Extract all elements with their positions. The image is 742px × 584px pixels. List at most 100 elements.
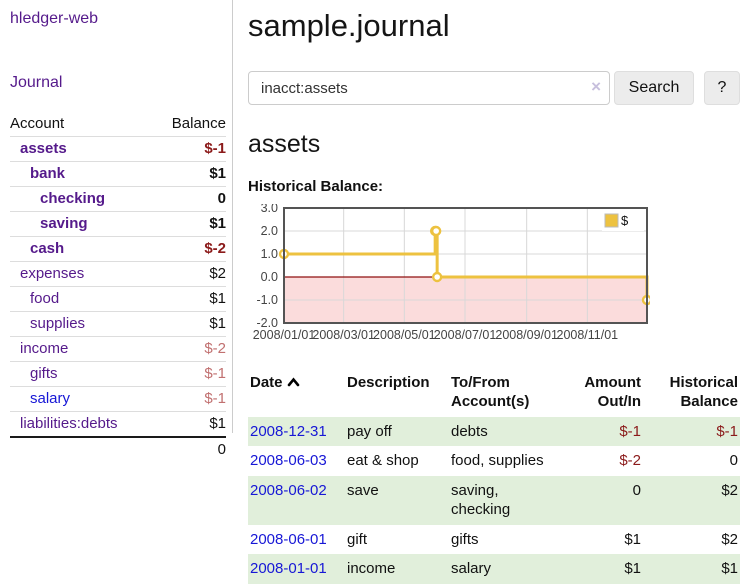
svg-text:1.0: 1.0: [261, 247, 278, 261]
register-header-historical-balance: Historical Balance: [669, 374, 738, 410]
svg-text:3.0: 3.0: [261, 204, 278, 215]
account-balance: $2: [153, 261, 226, 287]
sidebar-account-assets[interactable]: assets: [20, 140, 67, 157]
register-cell-accounts: salary: [451, 560, 492, 577]
account-row: expenses $2: [10, 261, 226, 287]
account-balance: $1: [153, 411, 226, 438]
app-title-link[interactable]: hledger-web: [10, 10, 99, 27]
account-row: food $1: [10, 286, 226, 312]
sidebar-account-supplies[interactable]: supplies: [30, 315, 86, 332]
account-balance: $-2: [153, 236, 226, 262]
sidebar-account-income[interactable]: income: [20, 340, 69, 357]
accounts-total-row: 0: [10, 436, 226, 462]
sidebar-account-expenses[interactable]: expenses: [20, 265, 85, 282]
register-cell-amount: $-1: [619, 422, 641, 440]
account-row: saving $1: [10, 211, 226, 237]
register-cell-accounts: debts: [451, 422, 488, 440]
search-bar: × Search ?: [248, 71, 740, 105]
account-row: gifts $-1: [10, 361, 226, 387]
account-row: income $-2: [10, 336, 226, 362]
register-row: 2008-06-01 gift gifts $1 $2: [248, 525, 740, 555]
sidebar-account-cash[interactable]: cash: [30, 240, 65, 257]
account-balance: $-1: [153, 386, 226, 412]
account-balance: $-1: [153, 361, 226, 387]
sidebar-account-salary[interactable]: salary: [30, 390, 71, 407]
register-header-description: Description: [347, 374, 430, 391]
sidebar-account-gifts[interactable]: gifts: [30, 365, 58, 382]
register-cell-accounts: gifts: [451, 530, 479, 548]
account-balance: 0: [153, 186, 226, 212]
account-balance: $-2: [153, 336, 226, 362]
account-row: checking 0: [10, 186, 226, 212]
register-header-amount-out-in: Amount Out/In: [584, 374, 641, 410]
register-row: 2008-01-01 income salary $1 $1: [248, 554, 740, 584]
sidebar: hledger-web Journal Account Balance asse…: [0, 0, 233, 462]
svg-text:2008/11/01: 2008/11/01: [557, 328, 619, 342]
help-button[interactable]: ?: [704, 71, 740, 105]
register-cell-amount: $1: [624, 530, 641, 548]
svg-text:2.0: 2.0: [261, 224, 278, 238]
transaction-date-link[interactable]: 2008-06-02: [250, 481, 327, 499]
sidebar-account-liabilities-debts[interactable]: liabilities:debts: [20, 415, 118, 432]
account-row: cash $-2: [10, 236, 226, 262]
account-row: bank $1: [10, 161, 226, 187]
chart-title: Historical Balance:: [248, 178, 384, 195]
svg-text:-1.0: -1.0: [256, 293, 278, 307]
account-balance: $1: [153, 286, 226, 312]
svg-text:2008/03/01: 2008/03/01: [312, 328, 375, 342]
svg-text:2008/01/01: 2008/01/01: [253, 328, 316, 342]
historical-balance-chart: $3.0 2.0 1.0 0.0 -1.0 -2.0 2008/01/01 2008/03/0…: [248, 201, 740, 359]
svg-text:-2.0: -2.0: [256, 316, 278, 330]
svg-text:$: $: [621, 213, 629, 228]
svg-text:0.0: 0.0: [261, 270, 278, 284]
sidebar-account-food[interactable]: food: [30, 290, 60, 307]
register-cell-amount: 0: [632, 481, 641, 499]
accounts-header-account: Account: [10, 112, 154, 137]
register-header-to-from-account-s-: To/From Account(s): [451, 374, 530, 410]
account-balance: $1: [153, 311, 226, 337]
register-cell-description: gift: [347, 530, 368, 548]
sidebar-account-bank[interactable]: bank: [30, 165, 66, 182]
transaction-date-link[interactable]: 2008-01-01: [250, 560, 327, 577]
account-row: liabilities:debts $1: [10, 411, 226, 438]
page-title: sample.journal: [248, 8, 450, 43]
search-input[interactable]: [248, 71, 610, 105]
svg-text:2008/05/01: 2008/05/01: [373, 328, 436, 342]
register-cell-amount: $-2: [619, 452, 641, 469]
account-heading: assets: [248, 130, 321, 158]
clear-search-icon[interactable]: ×: [591, 77, 601, 96]
sort-asc-icon: [287, 377, 299, 387]
main-content: sample.journal × Search ? assets Histori…: [233, 0, 742, 584]
register-cell-balance: 0: [729, 452, 738, 469]
account-row: supplies $1: [10, 311, 226, 337]
svg-text:2008/07/01: 2008/07/01: [434, 328, 497, 342]
transaction-date-link[interactable]: 2008-06-03: [250, 452, 327, 469]
register-cell-description: save: [347, 481, 379, 499]
register-cell-amount: $1: [624, 560, 641, 577]
register-cell-balance: $1: [721, 560, 738, 577]
register-cell-balance: $-1: [716, 422, 738, 440]
register-row: 2008-06-03 eat & shop food, supplies $-2 0: [248, 446, 740, 476]
register-cell-balance: $2: [721, 481, 738, 499]
account-row: salary $-1: [10, 386, 226, 412]
accounts-header-balance: Balance: [153, 112, 226, 137]
sidebar-account-saving[interactable]: saving: [40, 215, 88, 232]
register-row: 2008-06-02 save saving, checking 0 $2: [248, 475, 740, 525]
accounts-table: Account Balance assets $-1 bank $1 checking 0…: [10, 112, 226, 462]
accounts-total-value: 0: [153, 436, 226, 462]
sidebar-account-checking[interactable]: checking: [40, 190, 106, 207]
account-balance: $-1: [153, 136, 226, 162]
register-cell-description: income: [347, 560, 396, 577]
search-field-wrap: ×: [248, 71, 610, 105]
transaction-date-link[interactable]: 2008-12-31: [250, 422, 327, 440]
register-header-date[interactable]: Date: [248, 372, 345, 417]
transaction-date-link[interactable]: 2008-06-01: [250, 530, 327, 548]
search-button[interactable]: Search: [614, 71, 694, 105]
svg-text:2008/09/01: 2008/09/01: [495, 328, 558, 342]
account-balance: $1: [153, 161, 226, 187]
sidebar-journal-link[interactable]: Journal: [10, 74, 63, 91]
register-row: 2008-12-31 pay off debts $-1 $-1: [248, 416, 740, 446]
register-cell-accounts: food, supplies: [451, 452, 544, 469]
register-table: Date Description To/From Account(s) Amount …: [248, 372, 740, 584]
